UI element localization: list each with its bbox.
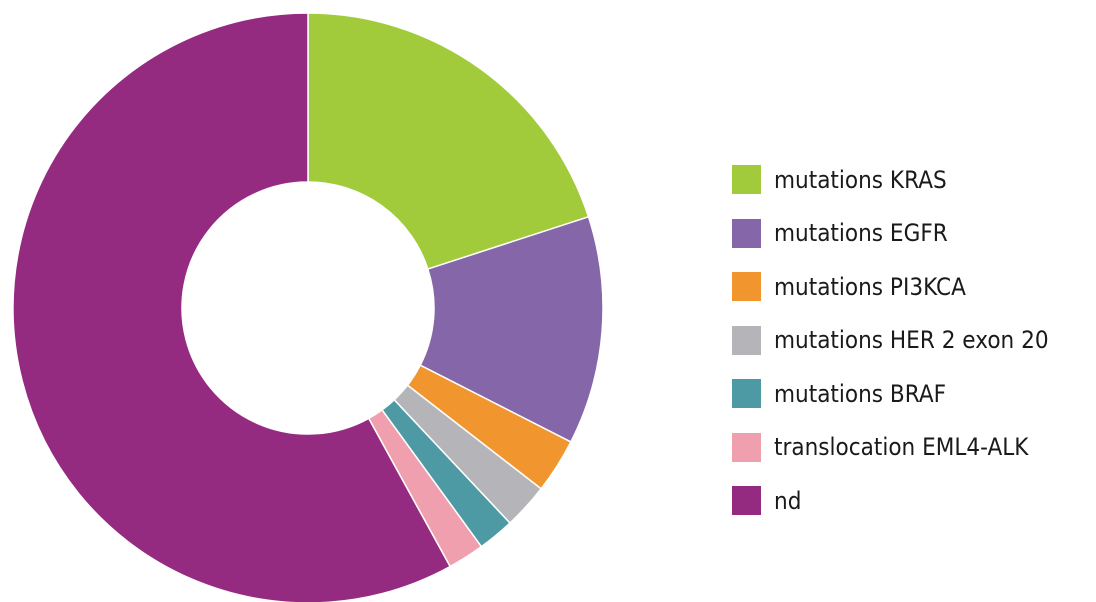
legend-label-her2: mutations HER 2 exon 20 (774, 326, 1049, 355)
slice-egfr (419, 215, 604, 443)
legend-item-pi3kca: mutations PI3KCA (732, 260, 1079, 314)
legend-item-braf: mutations BRAF (732, 367, 1079, 421)
legend-swatch-braf (732, 379, 761, 409)
legend-item-kras: mutations KRAS (732, 153, 1079, 207)
legend-swatch-egfr (732, 218, 761, 248)
legend-item-egfr: mutations EGFR (732, 207, 1079, 261)
legend-swatch-kras (732, 165, 761, 195)
legend-item-eml4-alk: translocation EML4-ALK (732, 421, 1079, 475)
slice-nd (12, 12, 452, 602)
legend-label-eml4-alk: translocation EML4-ALK (774, 433, 1029, 462)
chart-legend: mutations KRAS mutations EGFR mutations … (732, 153, 1079, 528)
legend-label-egfr: mutations EGFR (774, 219, 948, 248)
legend-swatch-pi3kca (732, 272, 761, 302)
legend-label-pi3kca: mutations PI3KCA (774, 272, 966, 301)
legend-label-braf: mutations BRAF (774, 379, 947, 408)
slice-kras (307, 12, 590, 271)
legend-item-nd: nd (732, 474, 1079, 528)
donut-slices (12, 12, 604, 602)
legend-label-kras: mutations KRAS (774, 165, 947, 194)
legend-swatch-nd (732, 486, 761, 516)
legend-swatch-eml4-alk (732, 432, 761, 462)
legend-swatch-her2 (732, 325, 761, 355)
legend-label-nd: nd (774, 486, 802, 515)
legend-item-her2: mutations HER 2 exon 20 (732, 314, 1079, 368)
